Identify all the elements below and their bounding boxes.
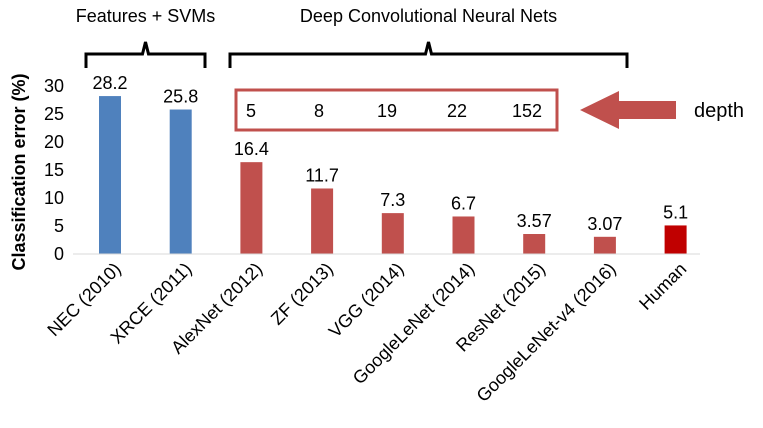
bar <box>593 236 616 254</box>
depth-label: depth <box>694 100 744 122</box>
data-label: 5.1 <box>663 202 688 222</box>
data-label: 7.3 <box>380 190 405 210</box>
y-tick-label: 15 <box>44 160 64 180</box>
bar <box>311 188 334 254</box>
group-title: Features + SVMs <box>76 6 216 26</box>
depth-box <box>234 88 559 132</box>
data-label: 3.07 <box>587 214 622 234</box>
y-axis: 0 5 10 15 20 25 30 <box>44 76 700 264</box>
bar <box>523 234 546 254</box>
data-label: 28.2 <box>92 73 127 93</box>
depth-value: 5 <box>246 101 256 121</box>
bars: 28.2 25.8 16.4 11.7 7.3 6.7 3.57 3.07 5.1 <box>92 73 688 255</box>
x-tick-label: GoogleLeNet (2014) <box>349 259 478 388</box>
depth-value: 22 <box>447 101 467 121</box>
depth-value: 152 <box>512 101 542 121</box>
x-tick-label: Human <box>635 259 690 314</box>
y-tick-label: 20 <box>44 132 64 152</box>
y-axis-title: Classification error (%) <box>9 73 29 270</box>
bar <box>452 216 475 254</box>
data-label: 11.7 <box>305 165 339 185</box>
y-tick-label: 30 <box>44 76 64 96</box>
x-tick-label: ZF (2013) <box>267 259 337 329</box>
y-tick-label: 5 <box>54 216 64 236</box>
depth-annotation: 5 8 19 22 152 depth <box>234 88 744 132</box>
depth-arrow <box>580 91 676 129</box>
bar <box>99 96 121 254</box>
bar <box>240 162 263 254</box>
depth-value: 8 <box>314 101 324 121</box>
bar <box>381 213 404 254</box>
x-tick-label: GoogleLeNet-v4 (2016) <box>473 259 620 406</box>
y-tick-label: 0 <box>54 244 64 264</box>
data-label: 16.4 <box>234 139 269 159</box>
group-bracket <box>228 41 629 68</box>
bar <box>169 109 192 255</box>
bar <box>664 225 687 254</box>
data-label: 3.57 <box>517 211 552 231</box>
y-tick-label: 10 <box>44 188 64 208</box>
depth-value: 19 <box>377 101 397 121</box>
y-tick-label: 25 <box>44 104 64 124</box>
group-title: Deep Convolutional Neural Nets <box>300 6 557 26</box>
data-label: 6.7 <box>451 193 476 213</box>
group-bracket <box>84 41 207 68</box>
group-brackets: Features + SVMs Deep Convolutional Neural… <box>76 6 629 68</box>
category-labels: NEC (2010)XRCE (2011)AlexNet (2012) ZF (2… <box>43 259 690 406</box>
data-label: 25.8 <box>163 87 198 107</box>
